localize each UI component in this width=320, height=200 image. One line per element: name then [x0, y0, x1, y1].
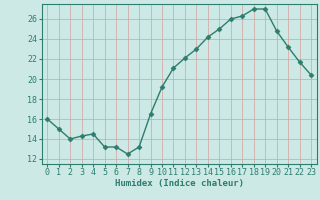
X-axis label: Humidex (Indice chaleur): Humidex (Indice chaleur): [115, 179, 244, 188]
